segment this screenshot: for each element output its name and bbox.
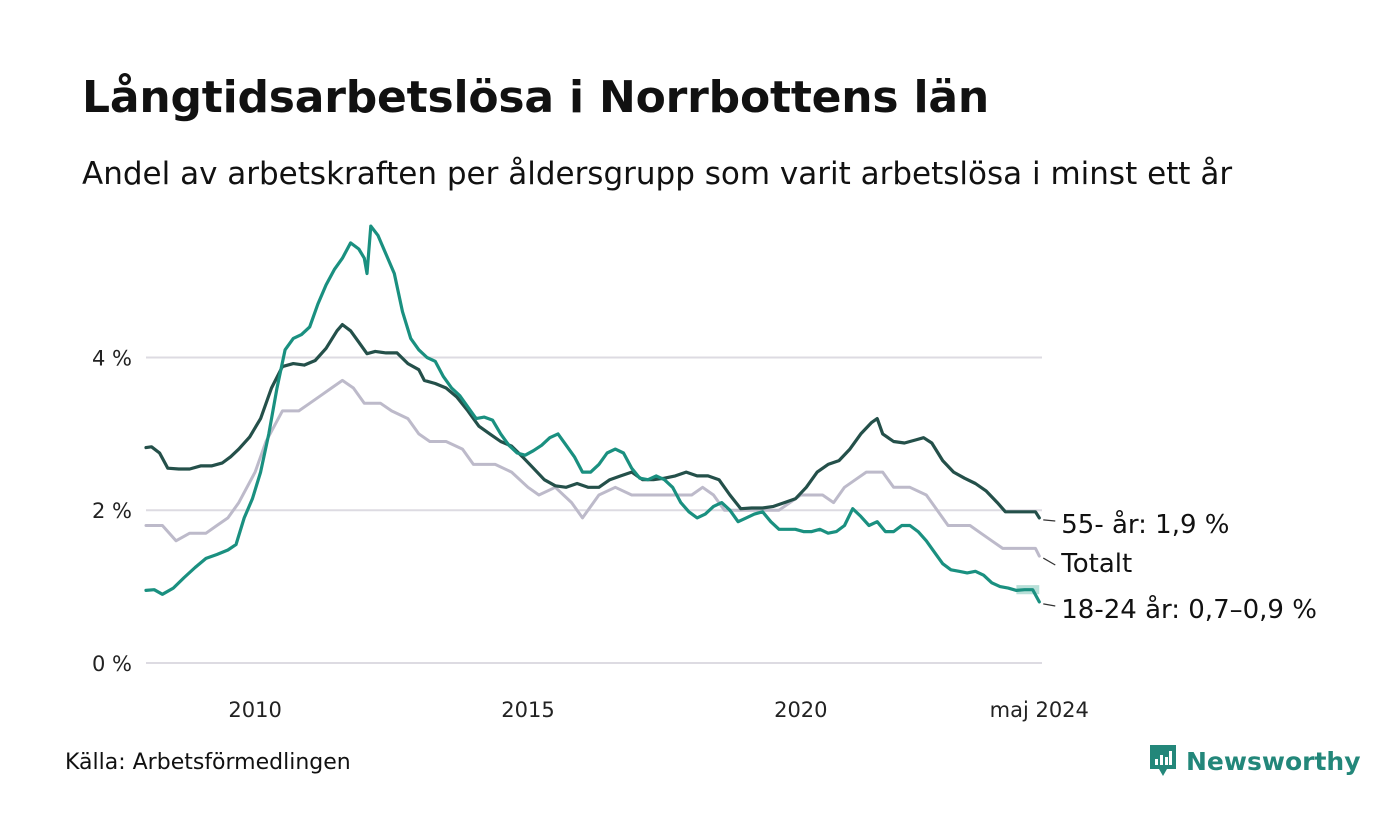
series-line-0 <box>144 378 1041 558</box>
x-tick-label: maj 2024 <box>990 698 1089 722</box>
series-leader-1 <box>1043 519 1056 522</box>
source-note: Källa: Arbetsförmedlingen <box>65 750 351 775</box>
brand-name: Newsworthy <box>1186 746 1361 776</box>
chart-subtitle: Andel av arbetskraften per åldersgrupp s… <box>82 156 1233 192</box>
x-tick-label: 2020 <box>774 698 827 722</box>
series-leader-0 <box>1042 557 1056 566</box>
series-line-1 <box>144 323 1041 520</box>
x-tick-label: 2015 <box>501 698 554 722</box>
y-tick-label: 4 % <box>92 346 132 370</box>
series-end-label: 55- år: 1,9 % <box>1061 509 1229 540</box>
x-tick-label: 2010 <box>228 698 281 722</box>
y-tick-label: 0 % <box>92 652 132 676</box>
newsworthy-logo-icon <box>1150 745 1176 776</box>
axis-labels: 0 % 2 % 4 % 2010 2015 2020 maj 2024 <box>92 346 1089 722</box>
brand[interactable]: Newsworthy <box>1148 744 1361 778</box>
series-line-2 <box>144 224 1041 604</box>
gridlines <box>146 356 1042 664</box>
series-end-label: 18-24 år: 0,7–0,9 % <box>1061 594 1317 625</box>
series-lines <box>144 224 1041 604</box>
series-end-label: Totalt <box>1060 549 1132 579</box>
y-tick-label: 2 % <box>92 499 132 523</box>
chart-title: Långtidsarbetslösa i Norrbottens län <box>82 72 990 123</box>
series-labels: Totalt 55- år: 1,9 % 18-24 år: 0,7–0,9 % <box>1042 509 1317 625</box>
series-leader-2 <box>1043 603 1056 607</box>
